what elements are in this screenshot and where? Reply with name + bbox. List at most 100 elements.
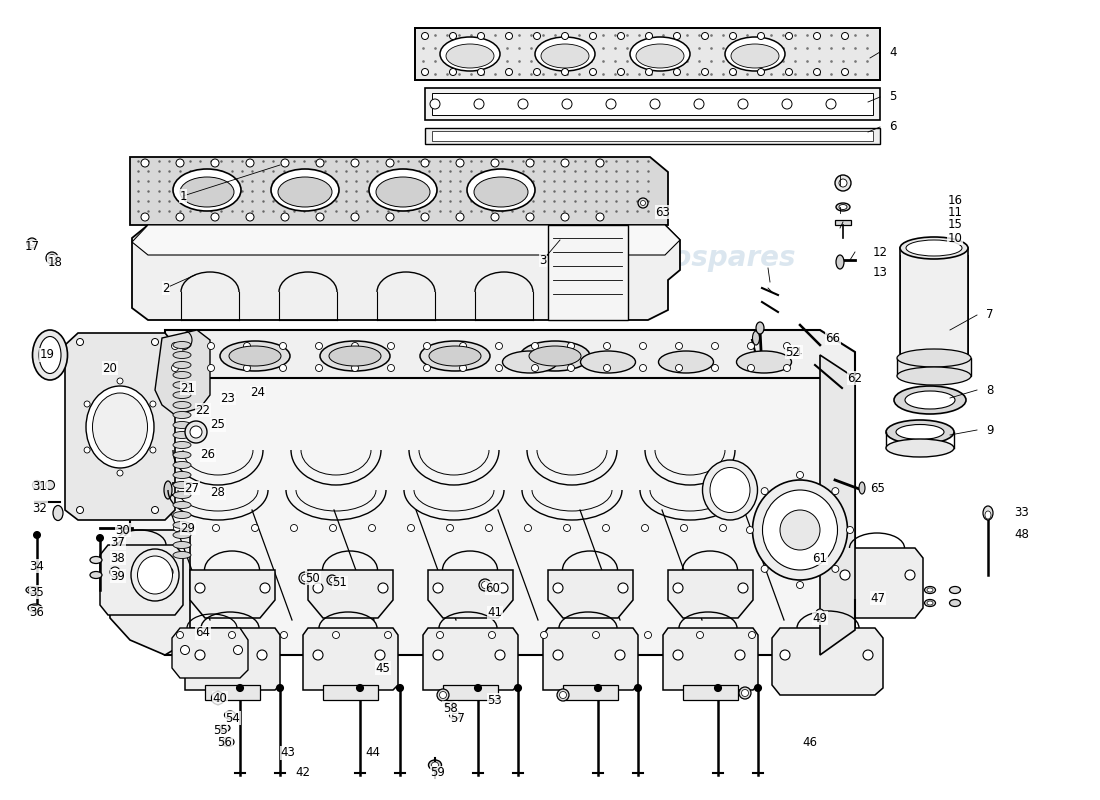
Ellipse shape [498,583,508,593]
Ellipse shape [594,685,602,691]
Ellipse shape [33,330,67,380]
Ellipse shape [617,69,625,75]
Ellipse shape [640,201,646,206]
Ellipse shape [386,159,394,167]
Ellipse shape [351,213,359,221]
Ellipse shape [839,179,847,187]
Ellipse shape [737,351,792,373]
Ellipse shape [316,159,324,167]
Ellipse shape [639,342,647,350]
Ellipse shape [53,506,63,521]
Ellipse shape [117,470,123,476]
Ellipse shape [173,531,191,538]
Ellipse shape [712,342,718,350]
Ellipse shape [474,177,528,207]
Ellipse shape [430,99,440,109]
Text: 8: 8 [987,383,993,397]
Polygon shape [65,333,175,520]
Ellipse shape [526,213,534,221]
Ellipse shape [785,69,792,75]
Ellipse shape [46,252,58,264]
Bar [683,685,738,700]
Ellipse shape [796,582,803,589]
Text: 14: 14 [788,346,803,358]
Ellipse shape [752,480,847,580]
Ellipse shape [581,351,636,373]
Text: 30: 30 [116,523,131,537]
Ellipse shape [48,254,55,262]
Text: 33: 33 [1014,506,1030,519]
Ellipse shape [164,481,172,499]
Polygon shape [302,628,398,690]
Ellipse shape [280,631,287,638]
Ellipse shape [561,33,569,39]
Ellipse shape [894,386,966,414]
Ellipse shape [314,650,323,660]
Bar [548,225,628,320]
Ellipse shape [446,44,494,68]
Ellipse shape [278,177,332,207]
Ellipse shape [185,421,207,443]
Ellipse shape [173,422,191,429]
Ellipse shape [541,44,589,68]
Ellipse shape [748,365,755,371]
Ellipse shape [351,159,359,167]
Ellipse shape [421,213,429,221]
Ellipse shape [696,631,704,638]
Ellipse shape [92,393,147,461]
Ellipse shape [839,205,847,210]
Ellipse shape [433,650,443,660]
Polygon shape [190,570,275,618]
Text: 62: 62 [847,371,862,385]
Ellipse shape [927,588,933,592]
Text: 65: 65 [870,482,886,494]
Ellipse shape [646,33,652,39]
Bar [425,128,880,144]
Ellipse shape [842,69,848,75]
Ellipse shape [673,650,683,660]
Text: 10: 10 [947,231,962,245]
Bar [563,685,618,700]
Ellipse shape [816,609,824,617]
Ellipse shape [659,351,714,373]
Ellipse shape [560,691,566,698]
Ellipse shape [859,482,865,494]
Text: 17: 17 [24,241,40,254]
Ellipse shape [460,365,466,371]
Ellipse shape [246,213,254,221]
Text: 52: 52 [785,346,801,358]
Polygon shape [130,355,855,655]
Ellipse shape [378,583,388,593]
Text: 23: 23 [221,391,235,405]
Ellipse shape [568,365,574,371]
Ellipse shape [368,525,375,531]
Ellipse shape [832,566,839,572]
Ellipse shape [905,391,955,409]
Text: 7: 7 [987,309,993,322]
Ellipse shape [906,240,962,256]
Ellipse shape [468,169,535,211]
Polygon shape [172,628,248,678]
Ellipse shape [173,362,191,369]
Ellipse shape [450,33,456,39]
Ellipse shape [421,159,429,167]
Bar [896,358,971,376]
Ellipse shape [176,159,184,167]
Ellipse shape [173,471,191,478]
Ellipse shape [173,551,191,558]
Ellipse shape [214,694,221,702]
Ellipse shape [314,583,323,593]
Ellipse shape [886,420,954,444]
Text: 11: 11 [947,206,962,218]
Ellipse shape [152,506,158,514]
Ellipse shape [646,69,652,75]
Ellipse shape [927,601,933,605]
Text: 40: 40 [212,691,228,705]
Polygon shape [424,628,518,690]
Text: 35: 35 [30,586,44,598]
Ellipse shape [33,481,42,490]
Bar [415,28,880,80]
Ellipse shape [924,586,935,594]
Text: 43: 43 [280,746,296,759]
Ellipse shape [503,351,558,373]
